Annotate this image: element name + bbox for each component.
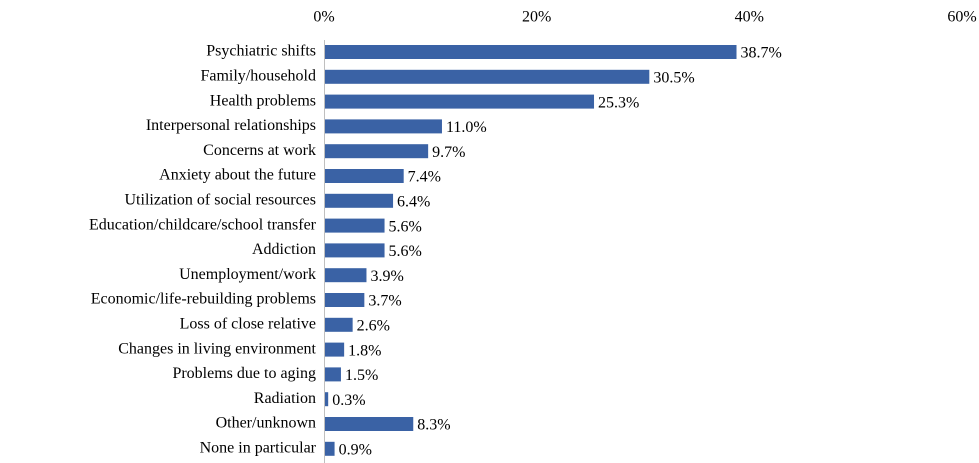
y-tick-label: Radiation bbox=[254, 390, 316, 407]
bar bbox=[325, 367, 341, 382]
x-tick-label: 0% bbox=[313, 9, 334, 26]
y-tick-label: Psychiatric shifts bbox=[206, 43, 316, 60]
y-tick-label: Loss of close relative bbox=[180, 315, 316, 332]
bar bbox=[325, 243, 385, 258]
bar bbox=[325, 169, 404, 183]
data-label: 0.9% bbox=[339, 441, 372, 458]
y-tick-label: Problems due to aging bbox=[172, 365, 316, 382]
y-tick-label: Utilization of social resources bbox=[125, 191, 317, 208]
data-label: 5.6% bbox=[389, 243, 422, 260]
data-label: 25.3% bbox=[598, 94, 639, 111]
bar bbox=[325, 94, 595, 109]
y-tick-label: Economic/life-rebuilding problems bbox=[91, 291, 316, 308]
bar bbox=[325, 392, 329, 407]
y-tick-label: Family/household bbox=[200, 67, 316, 84]
bar bbox=[325, 342, 345, 357]
y-tick-label: Concerns at work bbox=[203, 142, 316, 159]
data-label: 8.3% bbox=[417, 417, 450, 434]
data-label: 0.3% bbox=[332, 392, 365, 409]
data-label: 6.4% bbox=[397, 193, 430, 210]
data-label: 3.7% bbox=[368, 293, 401, 310]
data-label: 30.5% bbox=[653, 69, 694, 86]
bar bbox=[325, 69, 650, 84]
data-label: 11.0% bbox=[446, 119, 487, 136]
data-label: 5.6% bbox=[389, 218, 422, 235]
data-label: 1.5% bbox=[345, 367, 378, 384]
y-tick-label: Interpersonal relationships bbox=[146, 117, 316, 134]
y-tick-label: Changes in living environment bbox=[118, 340, 316, 357]
x-tick-label: 20% bbox=[522, 9, 551, 26]
x-tick-label: 60% bbox=[947, 9, 976, 26]
bar bbox=[325, 144, 429, 159]
y-tick-label: Other/unknown bbox=[216, 415, 316, 432]
bar bbox=[325, 193, 394, 208]
bar bbox=[325, 218, 385, 233]
data-label: 2.6% bbox=[357, 317, 390, 334]
bar bbox=[325, 119, 442, 134]
y-tick-label: None in particular bbox=[200, 439, 317, 456]
data-label: 3.9% bbox=[370, 268, 403, 285]
y-tick-label: Anxiety about the future bbox=[159, 167, 316, 184]
y-tick-label: Addiction bbox=[252, 241, 316, 258]
bar bbox=[325, 268, 367, 283]
y-tick-label: Unemployment/work bbox=[179, 266, 316, 283]
data-label: 7.4% bbox=[408, 169, 441, 186]
bar bbox=[325, 417, 414, 431]
bar bbox=[325, 45, 737, 59]
y-tick-label: Education/childcare/school transfer bbox=[89, 216, 317, 233]
bar bbox=[325, 317, 353, 332]
data-label: 9.7% bbox=[432, 144, 465, 161]
bar bbox=[325, 441, 335, 456]
data-label: 1.8% bbox=[348, 342, 381, 359]
y-tick-label: Health problems bbox=[210, 92, 316, 109]
data-label: 38.7% bbox=[741, 45, 782, 62]
x-tick-label: 40% bbox=[735, 9, 764, 26]
bar bbox=[325, 293, 365, 307]
